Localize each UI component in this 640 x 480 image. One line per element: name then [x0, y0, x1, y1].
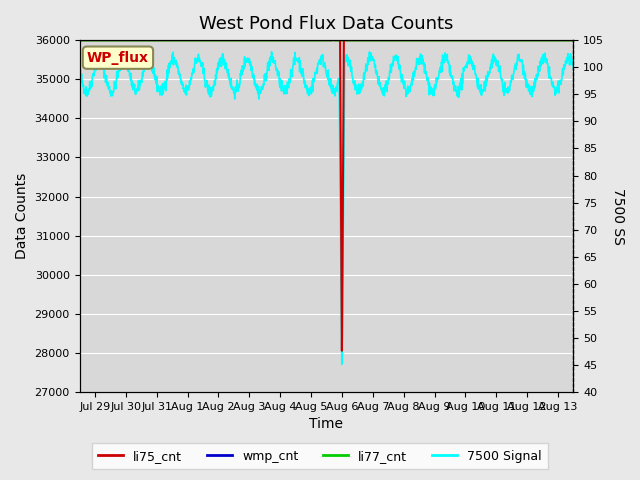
Y-axis label: Data Counts: Data Counts [15, 173, 29, 259]
X-axis label: Time: Time [310, 418, 344, 432]
Legend: li75_cnt, wmp_cnt, li77_cnt, 7500 Signal: li75_cnt, wmp_cnt, li77_cnt, 7500 Signal [92, 444, 548, 469]
Y-axis label: 7500 SS: 7500 SS [611, 188, 625, 244]
Text: WP_flux: WP_flux [87, 51, 149, 65]
Title: West Pond Flux Data Counts: West Pond Flux Data Counts [199, 15, 454, 33]
